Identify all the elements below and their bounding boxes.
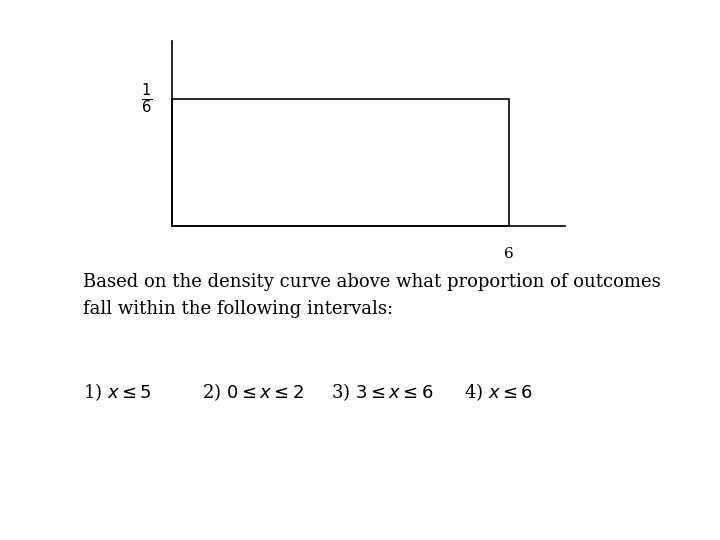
Bar: [172, 99, 508, 226]
Text: 3) $3 \leq x \leq 6$: 3) $3 \leq x \leq 6$: [331, 381, 434, 402]
Text: 6: 6: [504, 247, 513, 261]
Text: $\frac{1}{6}$: $\frac{1}{6}$: [141, 82, 153, 116]
Text: 2) $0 \leq x \leq 2$: 2) $0 \leq x \leq 2$: [202, 381, 304, 402]
Text: fall within the following intervals:: fall within the following intervals:: [83, 300, 393, 318]
Text: 4) $x \leq 6$: 4) $x \leq 6$: [464, 381, 534, 402]
Text: 1) $x \leq 5$: 1) $x \leq 5$: [83, 381, 152, 402]
Text: Based on the density curve above what proportion of outcomes: Based on the density curve above what pr…: [83, 273, 660, 291]
